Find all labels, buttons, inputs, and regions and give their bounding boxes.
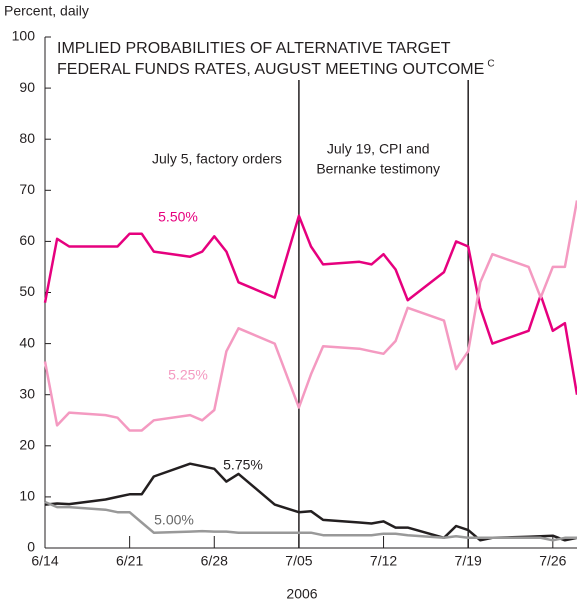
series-label: 5.25% — [168, 367, 208, 383]
series-label: 5.00% — [154, 512, 194, 528]
series-label: 5.50% — [158, 209, 198, 225]
y-tick-label: 30 — [19, 385, 35, 401]
y-tick-label: 50 — [19, 283, 35, 299]
y-tick-label: 70 — [19, 181, 35, 197]
x-tick-label: 7/26 — [539, 553, 566, 569]
title-note: C — [487, 59, 494, 70]
x-axis-label: 2006 — [286, 586, 317, 602]
series-line — [43, 214, 577, 395]
chart-title: IMPLIED PROBABILITIES OF ALTERNATIVE TAR… — [57, 40, 451, 57]
y-tick-label: 60 — [19, 232, 35, 248]
y-tick-label: 80 — [19, 130, 35, 146]
y-tick-label: 20 — [19, 437, 35, 453]
y-tick-label: 10 — [19, 488, 35, 504]
y-tick-label: 100 — [12, 28, 36, 44]
series-line — [44, 462, 577, 542]
series-line — [44, 500, 577, 542]
y-tick-label: 90 — [19, 79, 35, 95]
annotation: July 19, CPI and — [327, 141, 430, 157]
x-tick-label: 7/12 — [370, 553, 397, 569]
x-tick-label: 7/05 — [285, 553, 312, 569]
y-tick-label: 0 — [27, 539, 35, 555]
chart-title: FEDERAL FUNDS RATES, AUGUST MEETING OUTC… — [57, 61, 484, 78]
annotation: July 5, factory orders — [152, 151, 282, 167]
x-tick-label: 6/14 — [31, 553, 58, 569]
x-tick-label: 7/19 — [455, 553, 482, 569]
y-tick-label: 40 — [19, 334, 35, 350]
x-tick-label: 6/21 — [116, 553, 143, 569]
series-line — [43, 200, 577, 432]
series-label: 5.75% — [223, 457, 263, 473]
x-tick-label: 6/28 — [201, 553, 228, 569]
y-axis-label: Percent, daily — [4, 3, 89, 19]
annotation: Bernanke testimony — [316, 161, 440, 177]
